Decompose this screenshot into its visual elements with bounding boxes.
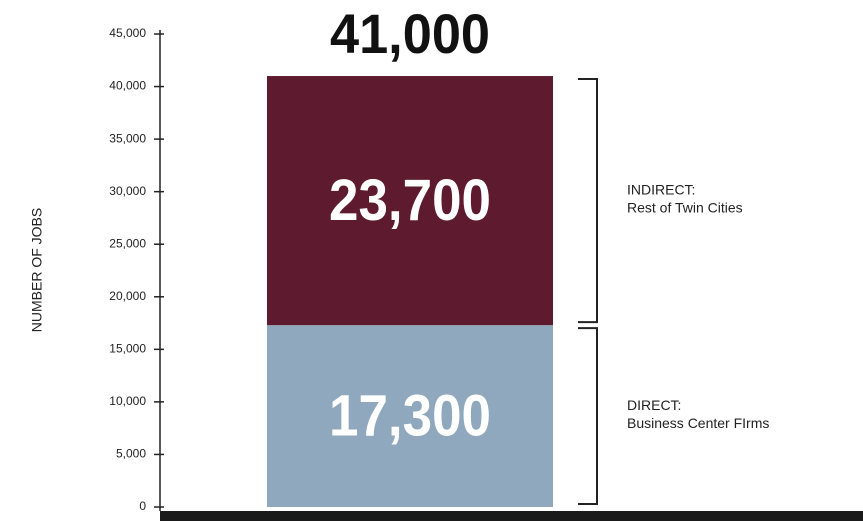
y-tick-label: 45,000 bbox=[109, 26, 146, 40]
y-tick-label: 0 bbox=[139, 499, 146, 513]
y-tick-label: 25,000 bbox=[109, 236, 146, 250]
y-axis-label: NUMBER OF JOBS bbox=[29, 208, 45, 332]
series-name: INDIRECT: bbox=[627, 181, 695, 197]
bracket bbox=[578, 327, 598, 505]
y-tick-label: 10,000 bbox=[109, 394, 146, 408]
y-tick-label: 35,000 bbox=[109, 131, 146, 145]
series-name: DIRECT: bbox=[627, 397, 681, 413]
y-tick-label: 5,000 bbox=[116, 447, 146, 461]
value-label: 17,300 bbox=[329, 383, 491, 448]
y-tick-label: 40,000 bbox=[109, 79, 146, 93]
value-label: 23,700 bbox=[329, 168, 491, 233]
y-tick-label: 15,000 bbox=[109, 342, 146, 356]
bar-segment bbox=[267, 325, 553, 507]
y-tick-label: 20,000 bbox=[109, 289, 146, 303]
y-tick-label: 30,000 bbox=[109, 184, 146, 198]
bracket bbox=[578, 78, 598, 324]
total-label: 41,000 bbox=[330, 2, 490, 65]
series-description: Rest of Twin Cities bbox=[627, 199, 743, 215]
series-description: Business Center FIrms bbox=[627, 415, 769, 431]
bar-segment bbox=[267, 76, 553, 326]
baseline-band bbox=[160, 511, 863, 521]
